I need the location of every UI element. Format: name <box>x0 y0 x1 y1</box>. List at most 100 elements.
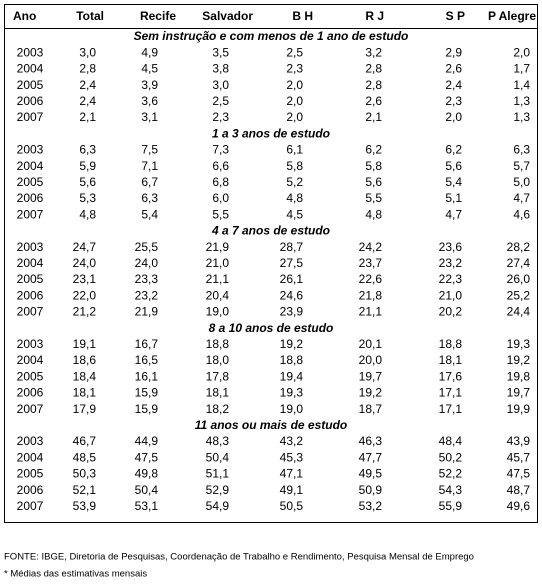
year-cell: 2007 <box>17 305 44 319</box>
value-cell: 44,9 <box>135 434 159 448</box>
value-cell: 23,9 <box>280 305 304 319</box>
value-cell: 2,8 <box>79 62 96 76</box>
value-cell: 18,4 <box>73 369 97 383</box>
value-cell: 21,0 <box>206 256 230 270</box>
year-cell: 2007 <box>17 110 44 124</box>
value-cell: 7,3 <box>212 143 229 157</box>
value-cell: 18,1 <box>206 386 230 400</box>
value-cell: 18,1 <box>73 386 97 400</box>
value-cell: 4,5 <box>141 62 158 76</box>
year-cell: 2007 <box>17 207 44 221</box>
value-cell: 21,0 <box>439 288 463 302</box>
value-cell: 53,2 <box>359 499 383 513</box>
value-cell: 1,3 <box>513 110 530 124</box>
year-cell: 2003 <box>17 45 44 59</box>
value-cell: 2,6 <box>445 62 462 76</box>
year-cell: 2006 <box>17 191 44 205</box>
value-cell: 46,3 <box>359 434 383 448</box>
value-cell: 24,2 <box>359 240 383 254</box>
value-cell: 16,5 <box>135 353 159 367</box>
column-header: Recife <box>140 9 176 23</box>
value-cell: 5,0 <box>513 175 530 189</box>
value-cell: 48,7 <box>507 483 531 497</box>
value-cell: 18,8 <box>280 353 304 367</box>
year-cell: 2007 <box>17 402 44 416</box>
value-cell: 6,8 <box>212 175 229 189</box>
value-cell: 5,6 <box>365 175 382 189</box>
value-cell: 24,0 <box>73 256 97 270</box>
value-cell: 23,6 <box>439 240 463 254</box>
value-cell: 2,0 <box>286 110 303 124</box>
value-cell: 5,4 <box>445 175 462 189</box>
value-cell: 19,2 <box>507 353 531 367</box>
value-cell: 53,9 <box>73 499 97 513</box>
value-cell: 4,6 <box>513 207 530 221</box>
value-cell: 23,2 <box>135 288 159 302</box>
value-cell: 50,2 <box>439 450 463 464</box>
value-cell: 22,0 <box>73 288 97 302</box>
value-cell: 52,9 <box>206 483 230 497</box>
value-cell: 1,7 <box>513 62 530 76</box>
year-cell: 2006 <box>17 386 44 400</box>
value-cell: 19,9 <box>507 402 531 416</box>
value-cell: 15,9 <box>135 386 159 400</box>
year-cell: 2004 <box>17 256 44 270</box>
value-cell: 24,0 <box>135 256 159 270</box>
value-cell: 52,2 <box>439 467 463 481</box>
value-cell: 22,3 <box>439 272 463 286</box>
value-cell: 6,7 <box>141 175 158 189</box>
value-cell: 6,2 <box>445 143 462 157</box>
value-cell: 6,3 <box>141 191 158 205</box>
value-cell: 5,8 <box>286 159 303 173</box>
value-cell: 2,5 <box>212 94 229 108</box>
value-cell: 2,6 <box>365 94 382 108</box>
value-cell: 53,1 <box>135 499 159 513</box>
value-cell: 17,8 <box>206 369 230 383</box>
value-cell: 2,3 <box>445 94 462 108</box>
value-cell: 23,3 <box>135 272 159 286</box>
value-cell: 54,9 <box>206 499 230 513</box>
value-cell: 6,3 <box>513 143 530 157</box>
value-cell: 5,3 <box>79 191 96 205</box>
value-cell: 24,7 <box>73 240 97 254</box>
column-header: Total <box>76 9 104 23</box>
value-cell: 52,1 <box>73 483 97 497</box>
value-cell: 48,4 <box>439 434 463 448</box>
value-cell: 50,4 <box>206 450 230 464</box>
value-cell: 24,6 <box>280 288 304 302</box>
value-cell: 2,8 <box>365 78 382 92</box>
value-cell: 45,3 <box>280 450 304 464</box>
value-cell: 18,1 <box>439 353 463 367</box>
value-cell: 18,7 <box>359 402 383 416</box>
value-cell: 19,3 <box>280 386 304 400</box>
value-cell: 46,7 <box>73 434 97 448</box>
value-cell: 50,4 <box>135 483 159 497</box>
column-header: Ano <box>13 9 36 23</box>
value-cell: 7,5 <box>141 143 158 157</box>
value-cell: 21,9 <box>135 305 159 319</box>
value-cell: 2,4 <box>445 78 462 92</box>
year-cell: 2003 <box>17 337 44 351</box>
value-cell: 49,1 <box>280 483 304 497</box>
value-cell: 18,8 <box>206 337 230 351</box>
value-cell: 19,7 <box>507 386 531 400</box>
value-cell: 48,3 <box>206 434 230 448</box>
value-cell: 49,6 <box>507 499 531 513</box>
value-cell: 5,1 <box>445 191 462 205</box>
year-cell: 2003 <box>17 240 44 254</box>
year-cell: 2004 <box>17 62 44 76</box>
value-cell: 15,9 <box>135 402 159 416</box>
value-cell: 1,3 <box>513 94 530 108</box>
value-cell: 5,8 <box>365 159 382 173</box>
value-cell: 26,0 <box>507 272 531 286</box>
value-cell: 2,4 <box>79 78 96 92</box>
value-cell: 16,7 <box>135 337 159 351</box>
value-cell: 47,7 <box>359 450 383 464</box>
value-cell: 3,6 <box>141 94 158 108</box>
value-cell: 5,6 <box>445 159 462 173</box>
column-header: R J <box>365 9 384 23</box>
value-cell: 2,3 <box>212 110 229 124</box>
value-cell: 17,1 <box>439 386 463 400</box>
value-cell: 47,5 <box>135 450 159 464</box>
